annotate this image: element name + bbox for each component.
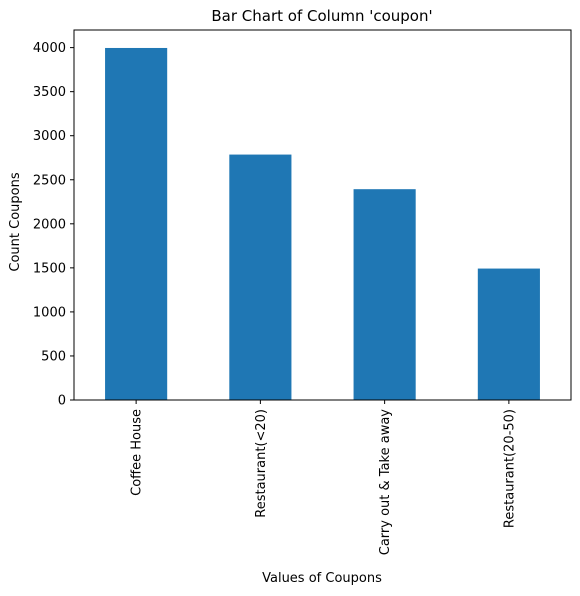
x-tick-label-0: Coffee House (130, 409, 145, 496)
y-tick-label-4: 2000 (33, 217, 66, 232)
x-tick-label-1: Restaurant(<20) (254, 409, 269, 518)
x-tick-label-2: Carry out & Take away (378, 409, 393, 556)
y-tick-label-7: 3500 (33, 85, 66, 100)
x-tick-label-3: Restaurant(20-50) (502, 409, 517, 528)
bar-2 (353, 189, 416, 400)
y-tick-label-2: 1000 (33, 305, 66, 320)
x-axis-title: Values of Coupons (262, 571, 382, 586)
bar-1 (229, 154, 292, 400)
plot-frame (73, 29, 572, 401)
chart-title: Bar Chart of Column 'coupon' (211, 7, 432, 25)
y-tick-label-0: 0 (58, 394, 66, 409)
bar-3 (477, 268, 540, 400)
y-tick-label-6: 3000 (33, 129, 66, 144)
y-tick-label-5: 2500 (33, 173, 66, 188)
plot-area: 0 500 1000 1500 2000 2500 3000 3500 4000 Coffee H… (33, 29, 572, 556)
y-axis-title: Count Coupons (8, 172, 23, 271)
bar-0 (105, 47, 168, 400)
y-tick-label-3: 1500 (33, 261, 66, 276)
y-tick-label-8: 4000 (33, 41, 66, 56)
y-tick-label-1: 500 (41, 349, 66, 364)
